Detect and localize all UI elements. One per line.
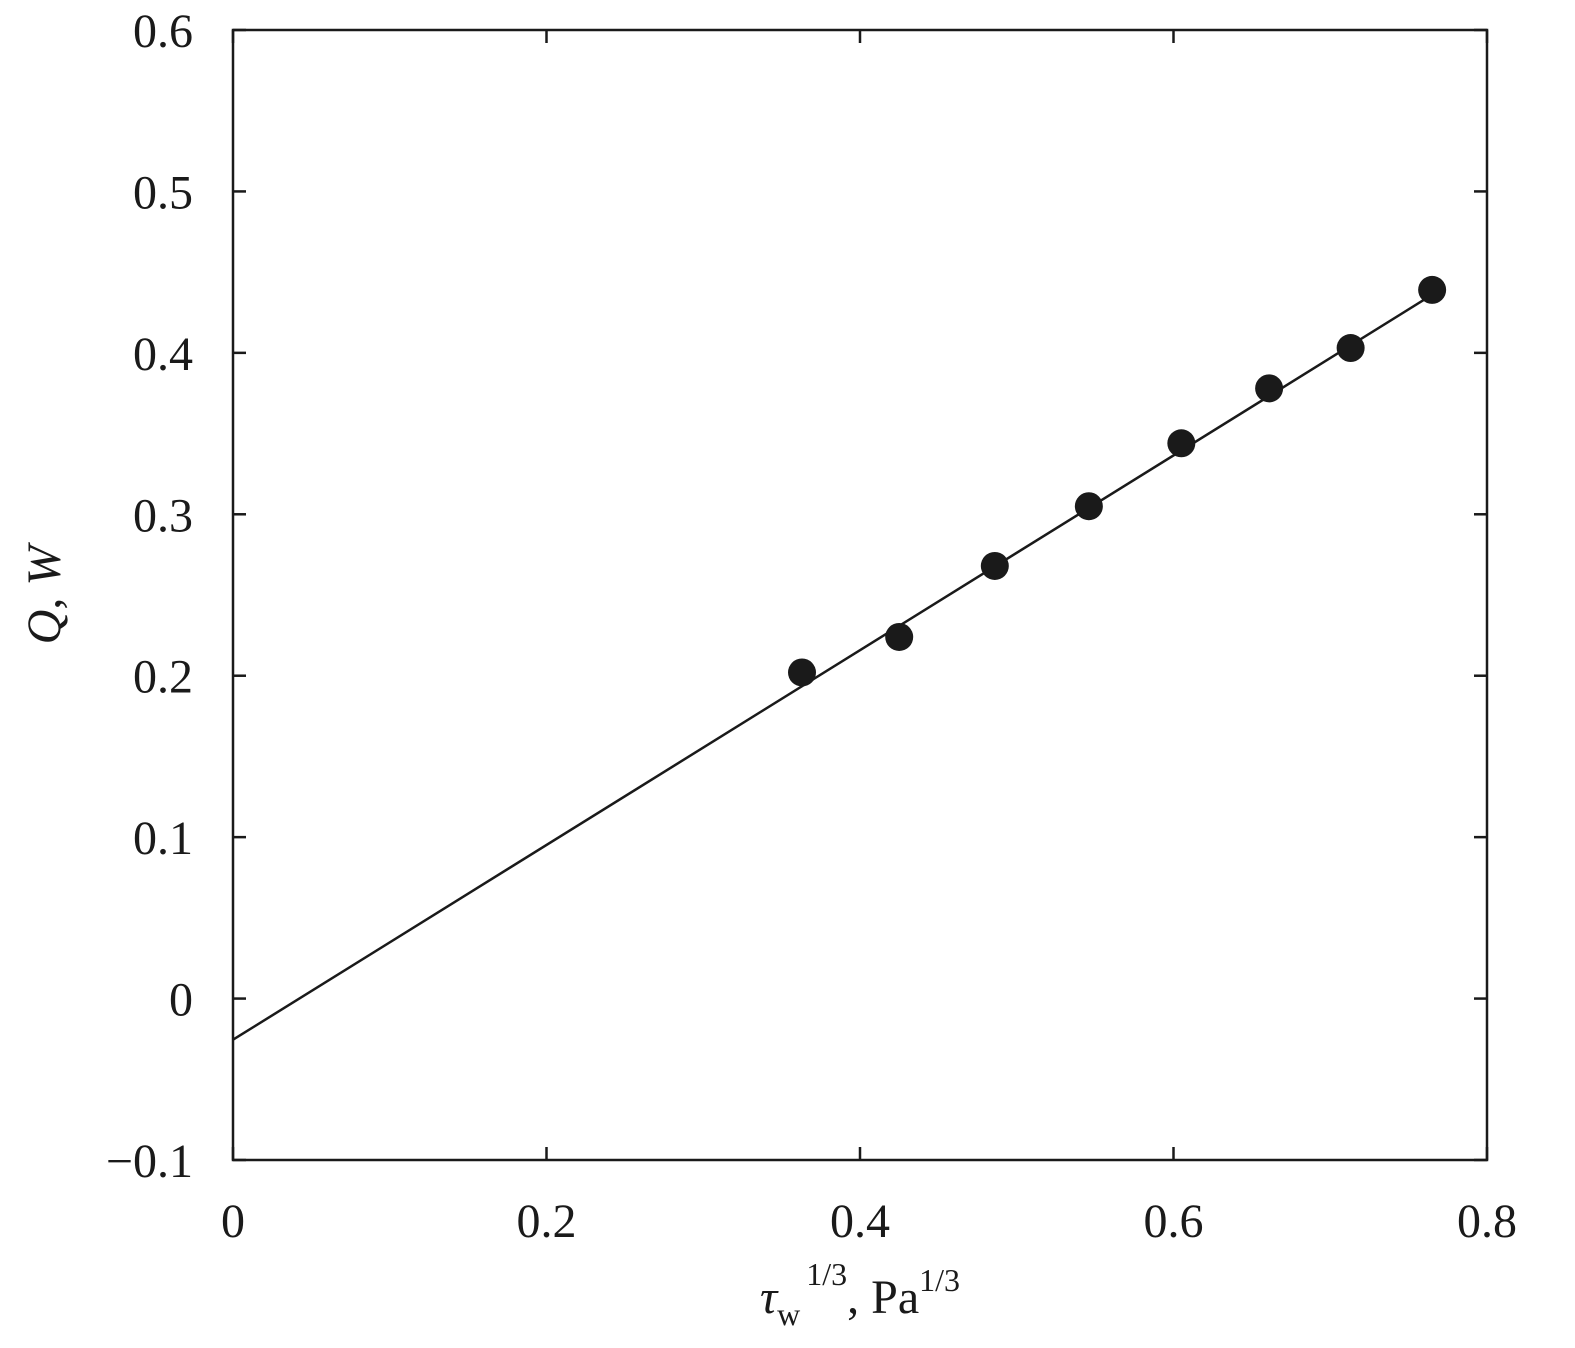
y-tick-label: 0.1 — [133, 812, 193, 865]
x-axis-label-unit-sup: 1/3 — [919, 1262, 960, 1298]
y-axis-label: Q, W — [18, 542, 71, 645]
x-axis-label-sep: , — [847, 1271, 871, 1324]
y-tick-label: 0.5 — [133, 166, 193, 219]
data-point — [1255, 374, 1284, 403]
y-tick-label: 0.4 — [133, 328, 193, 381]
x-axis-label-sup: 1/3 — [806, 1256, 847, 1292]
y-axis-label-unit: W — [18, 542, 71, 586]
x-tick-label: 0.6 — [1144, 1195, 1204, 1248]
data-point — [788, 658, 817, 687]
x-axis-label: τw1/3, Pa1/3 — [760, 1256, 960, 1332]
y-tick-label: −0.1 — [106, 1135, 193, 1188]
data-point — [1336, 334, 1365, 363]
y-axis-label-main: Q — [18, 610, 71, 645]
y-tick-label: 0.2 — [133, 651, 193, 704]
data-point — [1418, 275, 1447, 304]
data-point — [1167, 429, 1196, 458]
tick-labels-layer: 0 0.2 0.4 0.6 0.8 −0.1 0 0.1 0.2 0.3 0.4 0.5 0.6 — [106, 5, 1517, 1248]
y-axis-label-sep: , — [18, 586, 71, 610]
x-axis-label-main: τ — [760, 1271, 779, 1324]
data-point — [980, 551, 1009, 580]
fit-layer — [232, 293, 1433, 1041]
y-tick-label: 0.3 — [133, 489, 193, 542]
y-tick-label: 0 — [169, 974, 193, 1027]
x-axis-label-sub: w — [777, 1296, 800, 1332]
ticks-layer — [231, 28, 1489, 1162]
points-layer — [788, 275, 1447, 687]
x-tick-label: 0.4 — [830, 1195, 890, 1248]
x-tick-label: 0 — [221, 1195, 245, 1248]
y-tick-label: 0.6 — [133, 5, 193, 58]
x-tick-label: 0.2 — [517, 1195, 577, 1248]
data-point — [885, 622, 914, 651]
plot-frame — [231, 28, 1489, 1162]
x-tick-label: 0.8 — [1457, 1195, 1517, 1248]
fit-line — [232, 293, 1433, 1041]
data-point — [1074, 492, 1103, 521]
x-axis-label-unit: Pa — [871, 1271, 919, 1324]
